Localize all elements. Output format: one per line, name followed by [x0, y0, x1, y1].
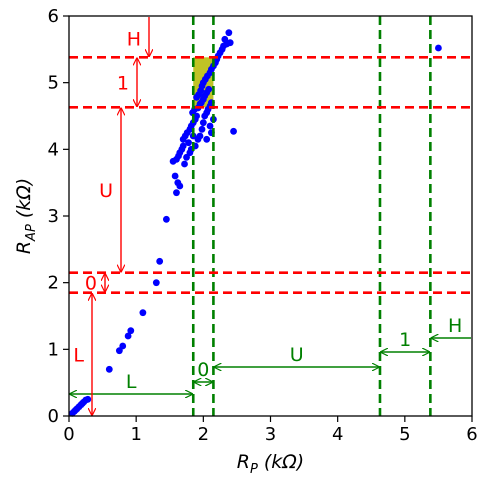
data-point: [203, 135, 211, 143]
y-zone-label: L: [73, 344, 84, 366]
x-axis-title-base: R: [237, 451, 250, 473]
x-tick-label: 1: [130, 424, 141, 445]
x-zone-label: U: [290, 344, 304, 366]
data-point: [194, 135, 202, 143]
x-zone-label: 1: [399, 329, 411, 351]
data-point: [199, 119, 207, 127]
x-tick-label: 6: [466, 424, 477, 445]
x-zone-label: 0: [197, 359, 209, 381]
data-point: [127, 327, 135, 335]
y-zone-label: U: [99, 180, 113, 202]
y-zone-label: 1: [117, 72, 129, 94]
y-tick-label: 5: [48, 73, 59, 94]
y-axis-title-base: R: [13, 241, 35, 254]
data-point: [206, 122, 214, 130]
data-point: [124, 332, 132, 340]
data-point: [205, 85, 213, 93]
data-point: [105, 365, 113, 373]
x-tick-label: 5: [399, 424, 410, 445]
data-point: [139, 309, 147, 317]
y-axis-title-sub: AP: [24, 224, 39, 242]
y-tick-label: 2: [48, 273, 59, 294]
data-point: [119, 342, 127, 350]
x-tick-label: 2: [198, 424, 209, 445]
y-tick-label: 1: [48, 339, 59, 360]
data-point: [221, 35, 229, 43]
x-axis-title-unit: (kΩ): [258, 451, 304, 473]
data-point: [181, 160, 188, 168]
y-tick-label: 0: [48, 406, 59, 427]
data-point: [198, 125, 206, 133]
plot-area: [69, 16, 472, 416]
data-point: [435, 44, 442, 52]
y-zone-label: 0: [85, 273, 97, 295]
y-axis-title-unit: (kΩ): [13, 178, 35, 224]
data-point: [226, 39, 234, 47]
x-axis-title-sub: P: [250, 462, 258, 477]
zone-layer: L 0 U 1 H L 0 U 1 H: [70, 17, 471, 415]
x-axis-title: RP (kΩ): [237, 451, 304, 477]
x-zone-label: H: [448, 315, 462, 337]
y-zone-label: H: [127, 29, 141, 51]
data-point: [225, 29, 233, 37]
threshold-layer: [69, 16, 472, 416]
data-point: [230, 127, 237, 135]
data-point: [186, 149, 194, 157]
data-point: [162, 215, 170, 223]
y-axis-title: RAP (kΩ): [13, 178, 39, 254]
x-tick-label: 3: [265, 424, 276, 445]
data-point: [185, 139, 192, 147]
x-tick-label: 0: [63, 424, 74, 445]
tick-layer: 0 1 2 3 4 5 6 0 1 2 3 4 5 6: [48, 6, 478, 445]
data-point: [173, 189, 180, 197]
x-tick-label: 4: [332, 424, 343, 445]
y-tick-label: 6: [48, 6, 59, 27]
data-point: [152, 279, 160, 287]
y-tick-label: 3: [48, 206, 59, 227]
y-tick-label: 4: [48, 139, 59, 160]
x-zone-label: L: [126, 371, 137, 393]
data-point: [176, 182, 184, 190]
data-point: [156, 257, 164, 265]
data-point: [171, 172, 179, 180]
data-point: [84, 395, 92, 403]
data-point: [179, 142, 187, 150]
